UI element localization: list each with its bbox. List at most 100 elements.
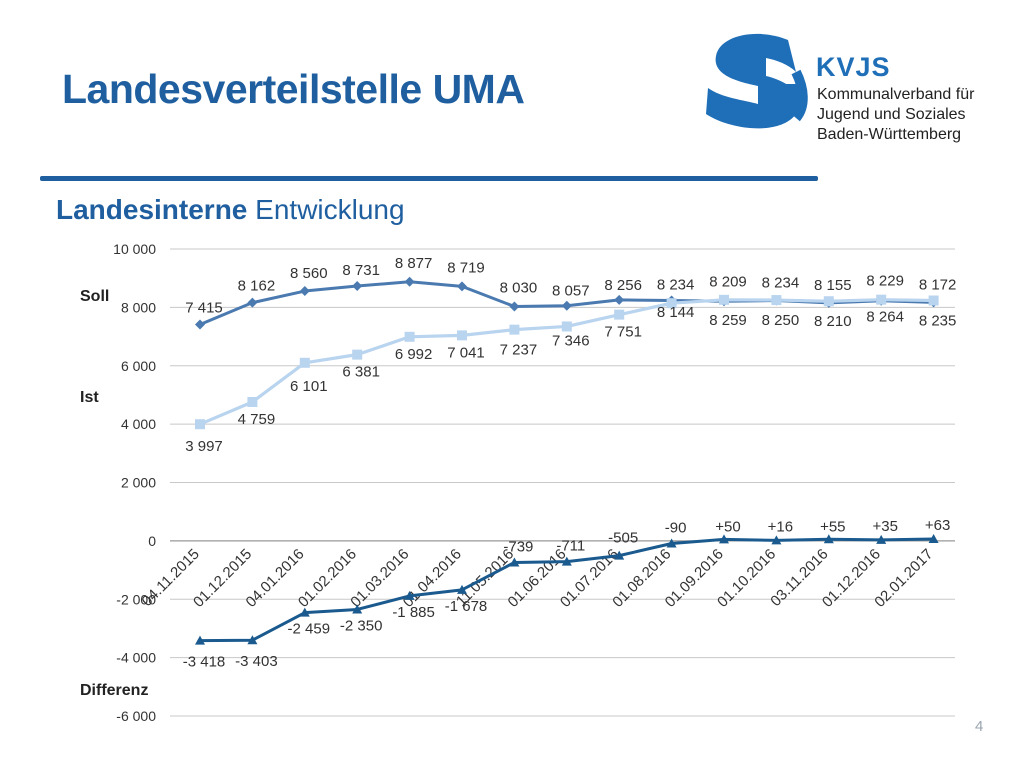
differenz-label: +50 bbox=[715, 518, 740, 535]
differenz-label: -711 bbox=[556, 538, 585, 555]
differenz-point bbox=[823, 534, 834, 544]
differenz-point bbox=[876, 534, 887, 544]
series-name-differenz: Differenz bbox=[80, 682, 148, 699]
differenz-label: -90 bbox=[665, 520, 687, 537]
y-tick-label: -2 000 bbox=[116, 591, 156, 607]
soll-label: 8 209 bbox=[709, 273, 747, 290]
differenz-label: -2 459 bbox=[288, 621, 331, 638]
differenz-label: -3 403 bbox=[235, 653, 278, 670]
soll-label: 8 057 bbox=[552, 283, 590, 300]
ist-label: 4 759 bbox=[238, 411, 276, 428]
differenz-label: -505 bbox=[608, 530, 638, 547]
differenz-point bbox=[247, 635, 258, 645]
soll-point bbox=[404, 276, 415, 287]
differenz-label: +63 bbox=[925, 517, 950, 534]
ist-label: 3 997 bbox=[185, 438, 223, 455]
subtitle-rest: Entwicklung bbox=[247, 194, 405, 225]
ist-label: 6 381 bbox=[342, 364, 380, 381]
soll-label: 7 415 bbox=[185, 299, 223, 316]
ist-label: 7 346 bbox=[552, 332, 590, 349]
ist-label: 7 751 bbox=[604, 324, 642, 341]
ist-point bbox=[823, 296, 834, 307]
differenz-point bbox=[771, 535, 782, 545]
page-title: Landesverteilstelle UMA bbox=[62, 66, 525, 112]
differenz-point bbox=[457, 584, 467, 594]
soll-point bbox=[352, 281, 363, 292]
ist-label: 6 992 bbox=[395, 346, 433, 363]
y-tick-label: 0 bbox=[148, 533, 156, 549]
soll-point bbox=[561, 300, 572, 311]
ist-point bbox=[771, 295, 782, 306]
series-name-soll: Soll bbox=[80, 288, 109, 305]
differenz-point bbox=[352, 604, 363, 614]
kvjs-logo-icon bbox=[706, 33, 808, 129]
soll-label: 8 155 bbox=[814, 277, 852, 294]
differenz-point bbox=[404, 590, 415, 600]
y-tick-label: 4 000 bbox=[121, 416, 156, 432]
soll-point bbox=[457, 281, 467, 292]
y-tick-label: 6 000 bbox=[121, 358, 156, 374]
soll-point bbox=[247, 297, 258, 308]
ist-point bbox=[928, 295, 939, 306]
ist-point bbox=[561, 321, 572, 332]
differenz-point bbox=[509, 557, 520, 567]
ist-label: 7 041 bbox=[447, 344, 485, 361]
ist-label: 8 250 bbox=[762, 312, 800, 329]
ist-point bbox=[719, 294, 729, 305]
logo-name: KVJS bbox=[816, 52, 891, 82]
ist-point bbox=[247, 396, 258, 407]
differenz-point bbox=[195, 635, 205, 645]
y-tick-label: 8 000 bbox=[121, 299, 156, 315]
ist-point bbox=[666, 298, 677, 309]
soll-label: 8 256 bbox=[604, 277, 642, 294]
logo-line-1: Kommunalverband für bbox=[817, 86, 975, 103]
soll-point bbox=[195, 319, 205, 330]
title-divider bbox=[40, 176, 818, 181]
differenz-label: -739 bbox=[503, 538, 533, 555]
page-number: 4 bbox=[975, 718, 984, 735]
differenz-point bbox=[666, 538, 677, 548]
ist-point bbox=[876, 294, 887, 305]
ist-label: 8 210 bbox=[814, 313, 852, 330]
ist-point bbox=[614, 309, 625, 320]
soll-label: 8 877 bbox=[395, 255, 433, 272]
differenz-label: -1 678 bbox=[445, 598, 488, 615]
soll-point bbox=[299, 286, 310, 297]
ist-label: 8 144 bbox=[657, 304, 695, 321]
series-name-ist: Ist bbox=[80, 389, 99, 406]
ist-label: 8 259 bbox=[709, 312, 747, 329]
differenz-label: +16 bbox=[768, 518, 793, 535]
ist-point bbox=[299, 357, 310, 368]
differenz-label: +35 bbox=[872, 518, 897, 535]
soll-label: 8 030 bbox=[500, 279, 538, 296]
ist-point bbox=[509, 324, 520, 335]
differenz-label: -2 350 bbox=[340, 617, 383, 634]
soll-label: 8 719 bbox=[447, 259, 485, 276]
logo-line-3: Baden-Württemberg bbox=[817, 126, 962, 143]
soll-label: 8 234 bbox=[657, 277, 695, 294]
ist-point bbox=[352, 349, 363, 360]
ist-point bbox=[195, 419, 205, 430]
differenz-point bbox=[614, 550, 625, 560]
soll-label: 8 731 bbox=[342, 262, 380, 279]
y-tick-label: -4 000 bbox=[116, 650, 156, 666]
differenz-point bbox=[299, 607, 310, 617]
ist-label: 6 101 bbox=[290, 378, 328, 395]
soll-label: 8 162 bbox=[238, 278, 276, 295]
ist-label: 8 264 bbox=[866, 309, 904, 326]
y-tick-label: 2 000 bbox=[121, 475, 156, 491]
soll-label: 8 172 bbox=[919, 276, 957, 293]
y-tick-label: 10 000 bbox=[113, 241, 156, 257]
y-tick-label: -6 000 bbox=[116, 708, 156, 724]
chart-subtitle: Landesinterne Entwicklung bbox=[56, 194, 405, 226]
differenz-point bbox=[561, 556, 572, 566]
differenz-point bbox=[719, 534, 729, 544]
differenz-point bbox=[928, 534, 939, 544]
soll-point bbox=[614, 294, 625, 305]
ist-point bbox=[404, 331, 415, 342]
ist-label: 8 235 bbox=[919, 313, 957, 330]
differenz-label: -3 418 bbox=[183, 654, 226, 671]
soll-label: 8 229 bbox=[866, 273, 904, 290]
soll-label: 8 234 bbox=[762, 275, 800, 292]
soll-label: 8 560 bbox=[290, 265, 328, 282]
